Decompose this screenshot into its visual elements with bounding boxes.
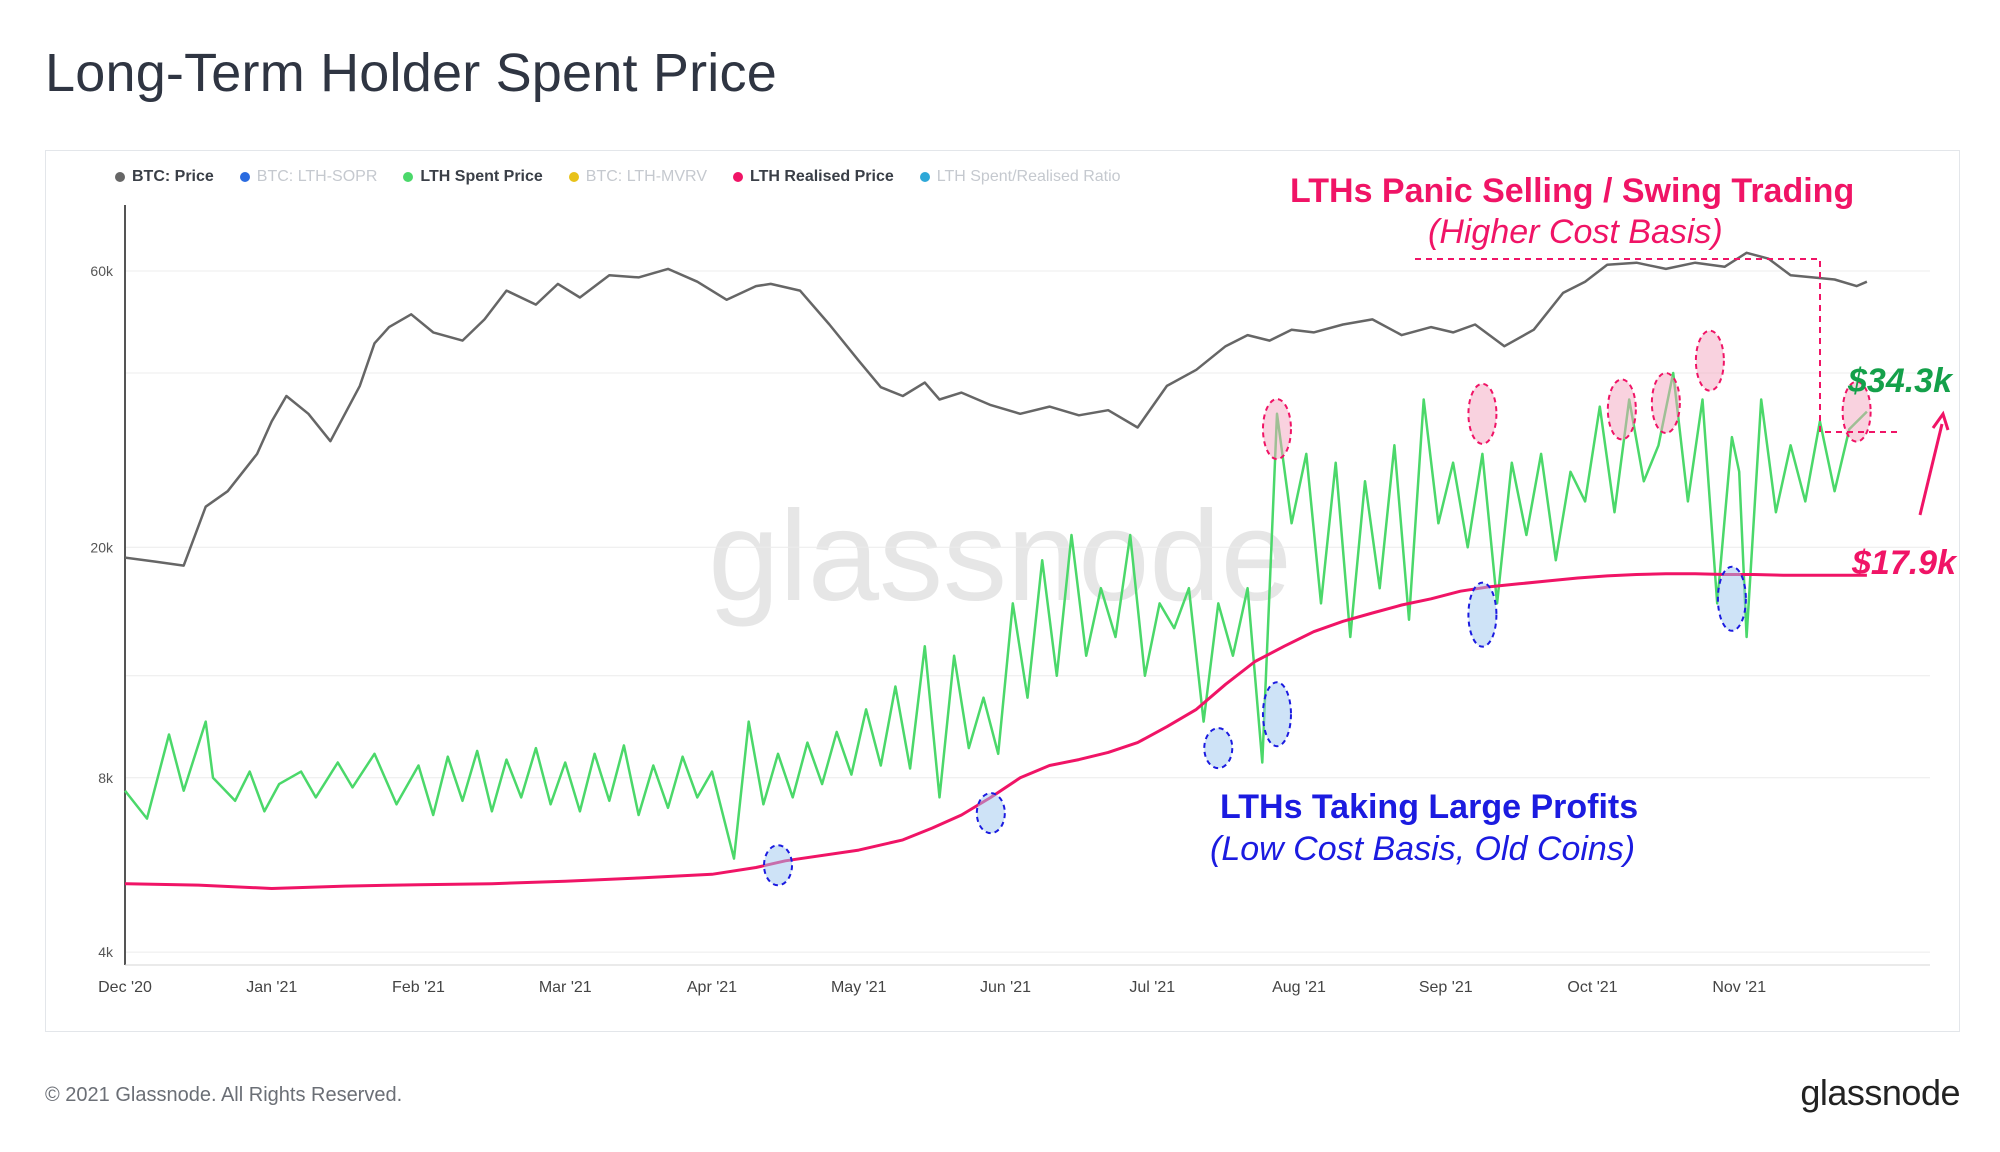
legend-item[interactable]: LTH Realised Price: [733, 168, 894, 186]
low-cost-marker: [763, 844, 794, 887]
x-tick-label: Mar '21: [539, 979, 592, 996]
x-tick-label: Sep '21: [1419, 979, 1473, 996]
high-cost-marker: [1694, 329, 1725, 392]
x-tick-label: Feb '21: [392, 979, 445, 996]
legend-item[interactable]: BTC: Price: [115, 168, 214, 186]
profit-annotation-subtitle: (Low Cost Basis, Old Coins): [1210, 830, 1636, 868]
panic-guide-line: [1415, 258, 1902, 433]
x-tick-label: Jan '21: [246, 979, 297, 996]
realised-price-value-label: $17.9k: [1852, 544, 1956, 582]
legend-dot-icon: [239, 172, 250, 182]
rise-arrow-head: [1931, 410, 1950, 431]
btc-price-line: [124, 251, 1868, 567]
legend-label: LTH Spent Price: [420, 168, 543, 185]
low-cost-marker: [1203, 727, 1234, 770]
x-tick-label: Aug '21: [1272, 979, 1326, 996]
x-tick-label: May '21: [831, 979, 887, 996]
x-tick-label: Apr '21: [687, 979, 737, 996]
series-layer: [124, 251, 1868, 890]
legend-item[interactable]: BTC: LTH-SOPR: [239, 168, 378, 186]
legend-item[interactable]: LTH Spent Price: [403, 168, 543, 186]
grid-layer: [125, 270, 1930, 953]
rise-arrow-shaft: [1918, 423, 1944, 516]
watermark-text: glassnode: [708, 485, 1292, 628]
x-tick-label: Oct '21: [1567, 979, 1617, 996]
y-tick-label: 20k: [90, 539, 114, 555]
legend-dot-icon: [115, 172, 125, 182]
y-tick-label: 60k: [90, 263, 114, 279]
profit-annotation-title: LTHs Taking Large Profits: [1220, 788, 1639, 826]
x-tick-label: Jul '21: [1129, 979, 1175, 996]
high-cost-marker: [1650, 371, 1681, 434]
high-cost-marker: [1467, 382, 1498, 445]
y-tick-label: 4k: [98, 944, 114, 960]
low-cost-marker: [975, 792, 1006, 835]
low-cost-marker: [1261, 681, 1292, 748]
legend-dot-icon: [403, 172, 414, 182]
panic-annotation-subtitle: (Higher Cost Basis): [1428, 213, 1723, 251]
panic-annotation-title: LTHs Panic Selling / Swing Trading: [1290, 172, 1855, 210]
legend-dot-icon: [919, 172, 930, 182]
y-tick-label: 8k: [98, 770, 114, 786]
marker-layer: [763, 329, 1872, 887]
high-cost-marker: [1261, 398, 1292, 461]
lth-realised-price-line: [124, 572, 1867, 890]
low-cost-marker: [1467, 581, 1498, 648]
lth-spent-price-line: [124, 371, 1868, 860]
legend-label: BTC: Price: [132, 168, 214, 185]
footer-copyright: © 2021 Glassnode. All Rights Reserved.: [45, 1084, 403, 1106]
legend: BTC: Price BTC: LTH-SOPR LTH Spent Price BT…: [115, 168, 1121, 186]
footer-logo[interactable]: glassnode: [1800, 1072, 1960, 1113]
axis-layer: 4k 8k 20k 60k Dec '20 Jan '21 Feb '21 Mar '21 Ap…: [90, 205, 1930, 996]
legend-label: LTH Spent/Realised Ratio: [936, 168, 1121, 185]
legend-item[interactable]: BTC: LTH-MVRV: [568, 168, 707, 186]
high-cost-marker: [1841, 380, 1872, 443]
high-cost-marker: [1606, 378, 1637, 441]
x-tick-label: Jun '21: [980, 979, 1031, 996]
legend-dot-icon: [733, 172, 743, 182]
legend-label: BTC: LTH-MVRV: [585, 168, 707, 185]
legend-label: LTH Realised Price: [750, 168, 894, 185]
spent-price-value-label: $34.3k: [1848, 362, 1952, 400]
legend-item[interactable]: LTH Spent/Realised Ratio: [919, 168, 1121, 186]
low-cost-marker: [1716, 565, 1747, 632]
x-tick-label: Nov '21: [1712, 979, 1766, 996]
x-tick-label: Dec '20: [98, 979, 152, 996]
page-title: Long-Term Holder Spent Price: [45, 43, 777, 103]
legend-dot-icon: [568, 172, 579, 182]
guide-layer: [1415, 258, 1950, 516]
legend-label: BTC: LTH-SOPR: [256, 168, 378, 185]
